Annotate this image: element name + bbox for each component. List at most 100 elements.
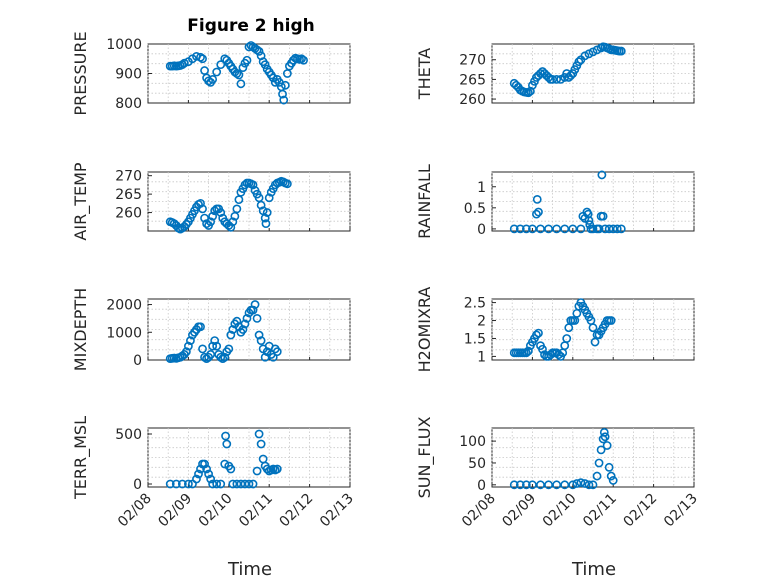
- data-point: [216, 479, 226, 489]
- data-point: [616, 46, 626, 56]
- data-point: [534, 328, 543, 338]
- data-point: [515, 480, 525, 490]
- data-point: [198, 204, 207, 214]
- y-tick-label: 100: [459, 434, 486, 450]
- data-point: [222, 439, 232, 449]
- data-point: [548, 75, 557, 84]
- y-tick-label: 0: [133, 477, 142, 493]
- data-point: [221, 431, 230, 441]
- data-point: [232, 479, 242, 489]
- data-point: [532, 330, 541, 340]
- y-tick-label: 50: [468, 456, 486, 472]
- data-point: [279, 95, 289, 105]
- data-point: [256, 439, 266, 449]
- data-point: [194, 469, 203, 479]
- data-point: [232, 316, 242, 326]
- data-point: [242, 55, 252, 65]
- x-tick-label: 02/09: [499, 491, 539, 531]
- y-axis-label: AIR_TEMP: [71, 162, 91, 240]
- data-point: [198, 344, 207, 354]
- data-point: [212, 479, 222, 489]
- data-point: [212, 67, 222, 77]
- data-point: [544, 224, 553, 234]
- data-point: [616, 224, 626, 234]
- data-point: [216, 60, 226, 70]
- x-tick-label: 02/12: [277, 491, 317, 531]
- data-point: [515, 224, 525, 234]
- data-point: [232, 204, 242, 214]
- data-point: [226, 464, 236, 474]
- data-point: [234, 70, 244, 80]
- y-axis-label: H2OMIXRA: [415, 287, 434, 373]
- data-point: [208, 341, 218, 351]
- data-point: [171, 479, 181, 489]
- data-point: [509, 480, 519, 490]
- data-point: [599, 427, 609, 437]
- y-axis-label: RAINFALL: [415, 164, 434, 239]
- data-point: [252, 466, 262, 476]
- data-point: [240, 180, 250, 190]
- data-point: [552, 75, 562, 84]
- data-point: [532, 209, 541, 219]
- data-point: [262, 464, 272, 474]
- data-point: [248, 479, 258, 489]
- data-point: [568, 480, 578, 490]
- data-point: [254, 46, 264, 56]
- data-point: [210, 336, 220, 345]
- x-tick-label: 02/08: [459, 491, 499, 531]
- y-tick-label: 2: [477, 314, 486, 330]
- subplot-1: 800 900 1000 PRESSURE: [71, 31, 351, 116]
- data-point: [216, 208, 226, 217]
- data-point: [598, 211, 608, 221]
- data-point: [532, 194, 542, 204]
- data-point: [260, 213, 270, 223]
- data-point: [588, 480, 598, 490]
- data-point: [196, 322, 205, 332]
- y-tick-label: 1.5: [464, 331, 486, 347]
- data-point: [208, 75, 218, 84]
- data-point: [179, 58, 189, 68]
- data-point: [583, 209, 593, 219]
- x-tick-label: 02/11: [580, 491, 620, 531]
- y-axis-label: PRESSURE: [71, 31, 90, 115]
- y-tick-label: 1000: [106, 37, 142, 53]
- y-tick-label: 270: [459, 53, 486, 69]
- data-point: [261, 219, 271, 229]
- y-tick-label: 0.5: [464, 201, 486, 217]
- data-point: [264, 193, 274, 203]
- y-tick-label: 0: [477, 222, 486, 238]
- data-point: [282, 179, 292, 189]
- data-point: [544, 480, 553, 490]
- subplot-5: 0 1000 2000 MIXDEPTH: [71, 288, 351, 371]
- data-point: [260, 60, 270, 70]
- y-tick-label: 260: [115, 206, 142, 222]
- data-point: [236, 479, 246, 489]
- data-point: [202, 464, 211, 474]
- data-point: [192, 474, 201, 484]
- data-point: [181, 347, 191, 357]
- data-point: [228, 479, 238, 489]
- data-point: [606, 316, 616, 325]
- data-point: [208, 479, 218, 489]
- data-point: [224, 344, 234, 354]
- x-tick-label: 02/10: [540, 491, 580, 531]
- x-tick-label: 02/11: [236, 491, 276, 531]
- x-tick-label: 02/09: [155, 491, 195, 531]
- data-point: [584, 216, 594, 225]
- data-point: [521, 348, 531, 358]
- data-point: [280, 80, 290, 90]
- data-point: [594, 458, 604, 468]
- data-point: [580, 479, 590, 488]
- data-point: [226, 330, 236, 340]
- data-point: [206, 350, 216, 359]
- data-point: [244, 42, 254, 52]
- data-point: [268, 352, 278, 362]
- y-tick-label: 0: [133, 353, 142, 369]
- y-tick-label: 270: [115, 169, 142, 185]
- x-tick-label: 02/12: [621, 491, 661, 531]
- data-point: [568, 224, 578, 234]
- subplot-8: 0 50 100 SUN_FLUX 02/08 02/09 02/10 02/11 02/12 0…: [415, 417, 701, 531]
- y-tick-label: 900: [115, 67, 142, 83]
- data-point: [521, 480, 531, 490]
- data-point: [576, 224, 586, 234]
